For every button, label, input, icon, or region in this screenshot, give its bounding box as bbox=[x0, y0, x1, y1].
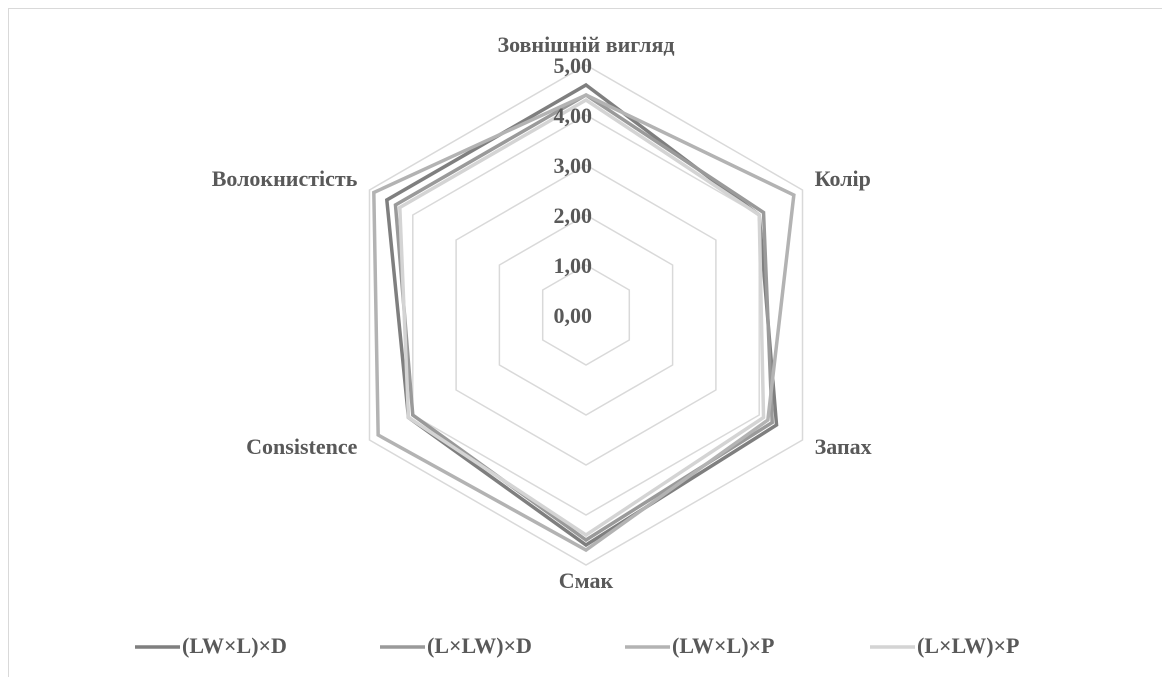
legend-label: (LW×L)×D bbox=[182, 633, 287, 658]
chart-border bbox=[8, 8, 1162, 677]
grid-ring bbox=[541, 264, 631, 366]
r-tick-label: 4,00 bbox=[554, 103, 593, 128]
series-line bbox=[398, 97, 766, 538]
legend-label: (LW×L)×P bbox=[672, 633, 775, 658]
r-tick-label: 0,00 bbox=[554, 303, 593, 328]
series-line bbox=[393, 92, 774, 543]
r-tick-label: 3,00 bbox=[554, 153, 593, 178]
category-label: Смак bbox=[559, 568, 614, 593]
grid-ring bbox=[455, 164, 717, 466]
category-label: Consistence bbox=[246, 434, 357, 459]
category-label: Запах bbox=[815, 434, 872, 459]
r-tick-label: 5,00 bbox=[554, 53, 593, 78]
category-label: Волокнистість bbox=[212, 166, 358, 191]
category-label: Зовнішній вигляд bbox=[497, 32, 674, 57]
grid-ring bbox=[498, 214, 674, 416]
series-line bbox=[372, 93, 796, 553]
category-label: Колір bbox=[815, 166, 871, 191]
grid-ring bbox=[368, 64, 804, 566]
legend-label: (L×LW)×P bbox=[917, 633, 1020, 658]
r-tick-label: 2,00 bbox=[554, 203, 593, 228]
r-tick-label: 1,00 bbox=[554, 253, 593, 278]
legend-label: (L×LW)×D bbox=[427, 633, 532, 658]
